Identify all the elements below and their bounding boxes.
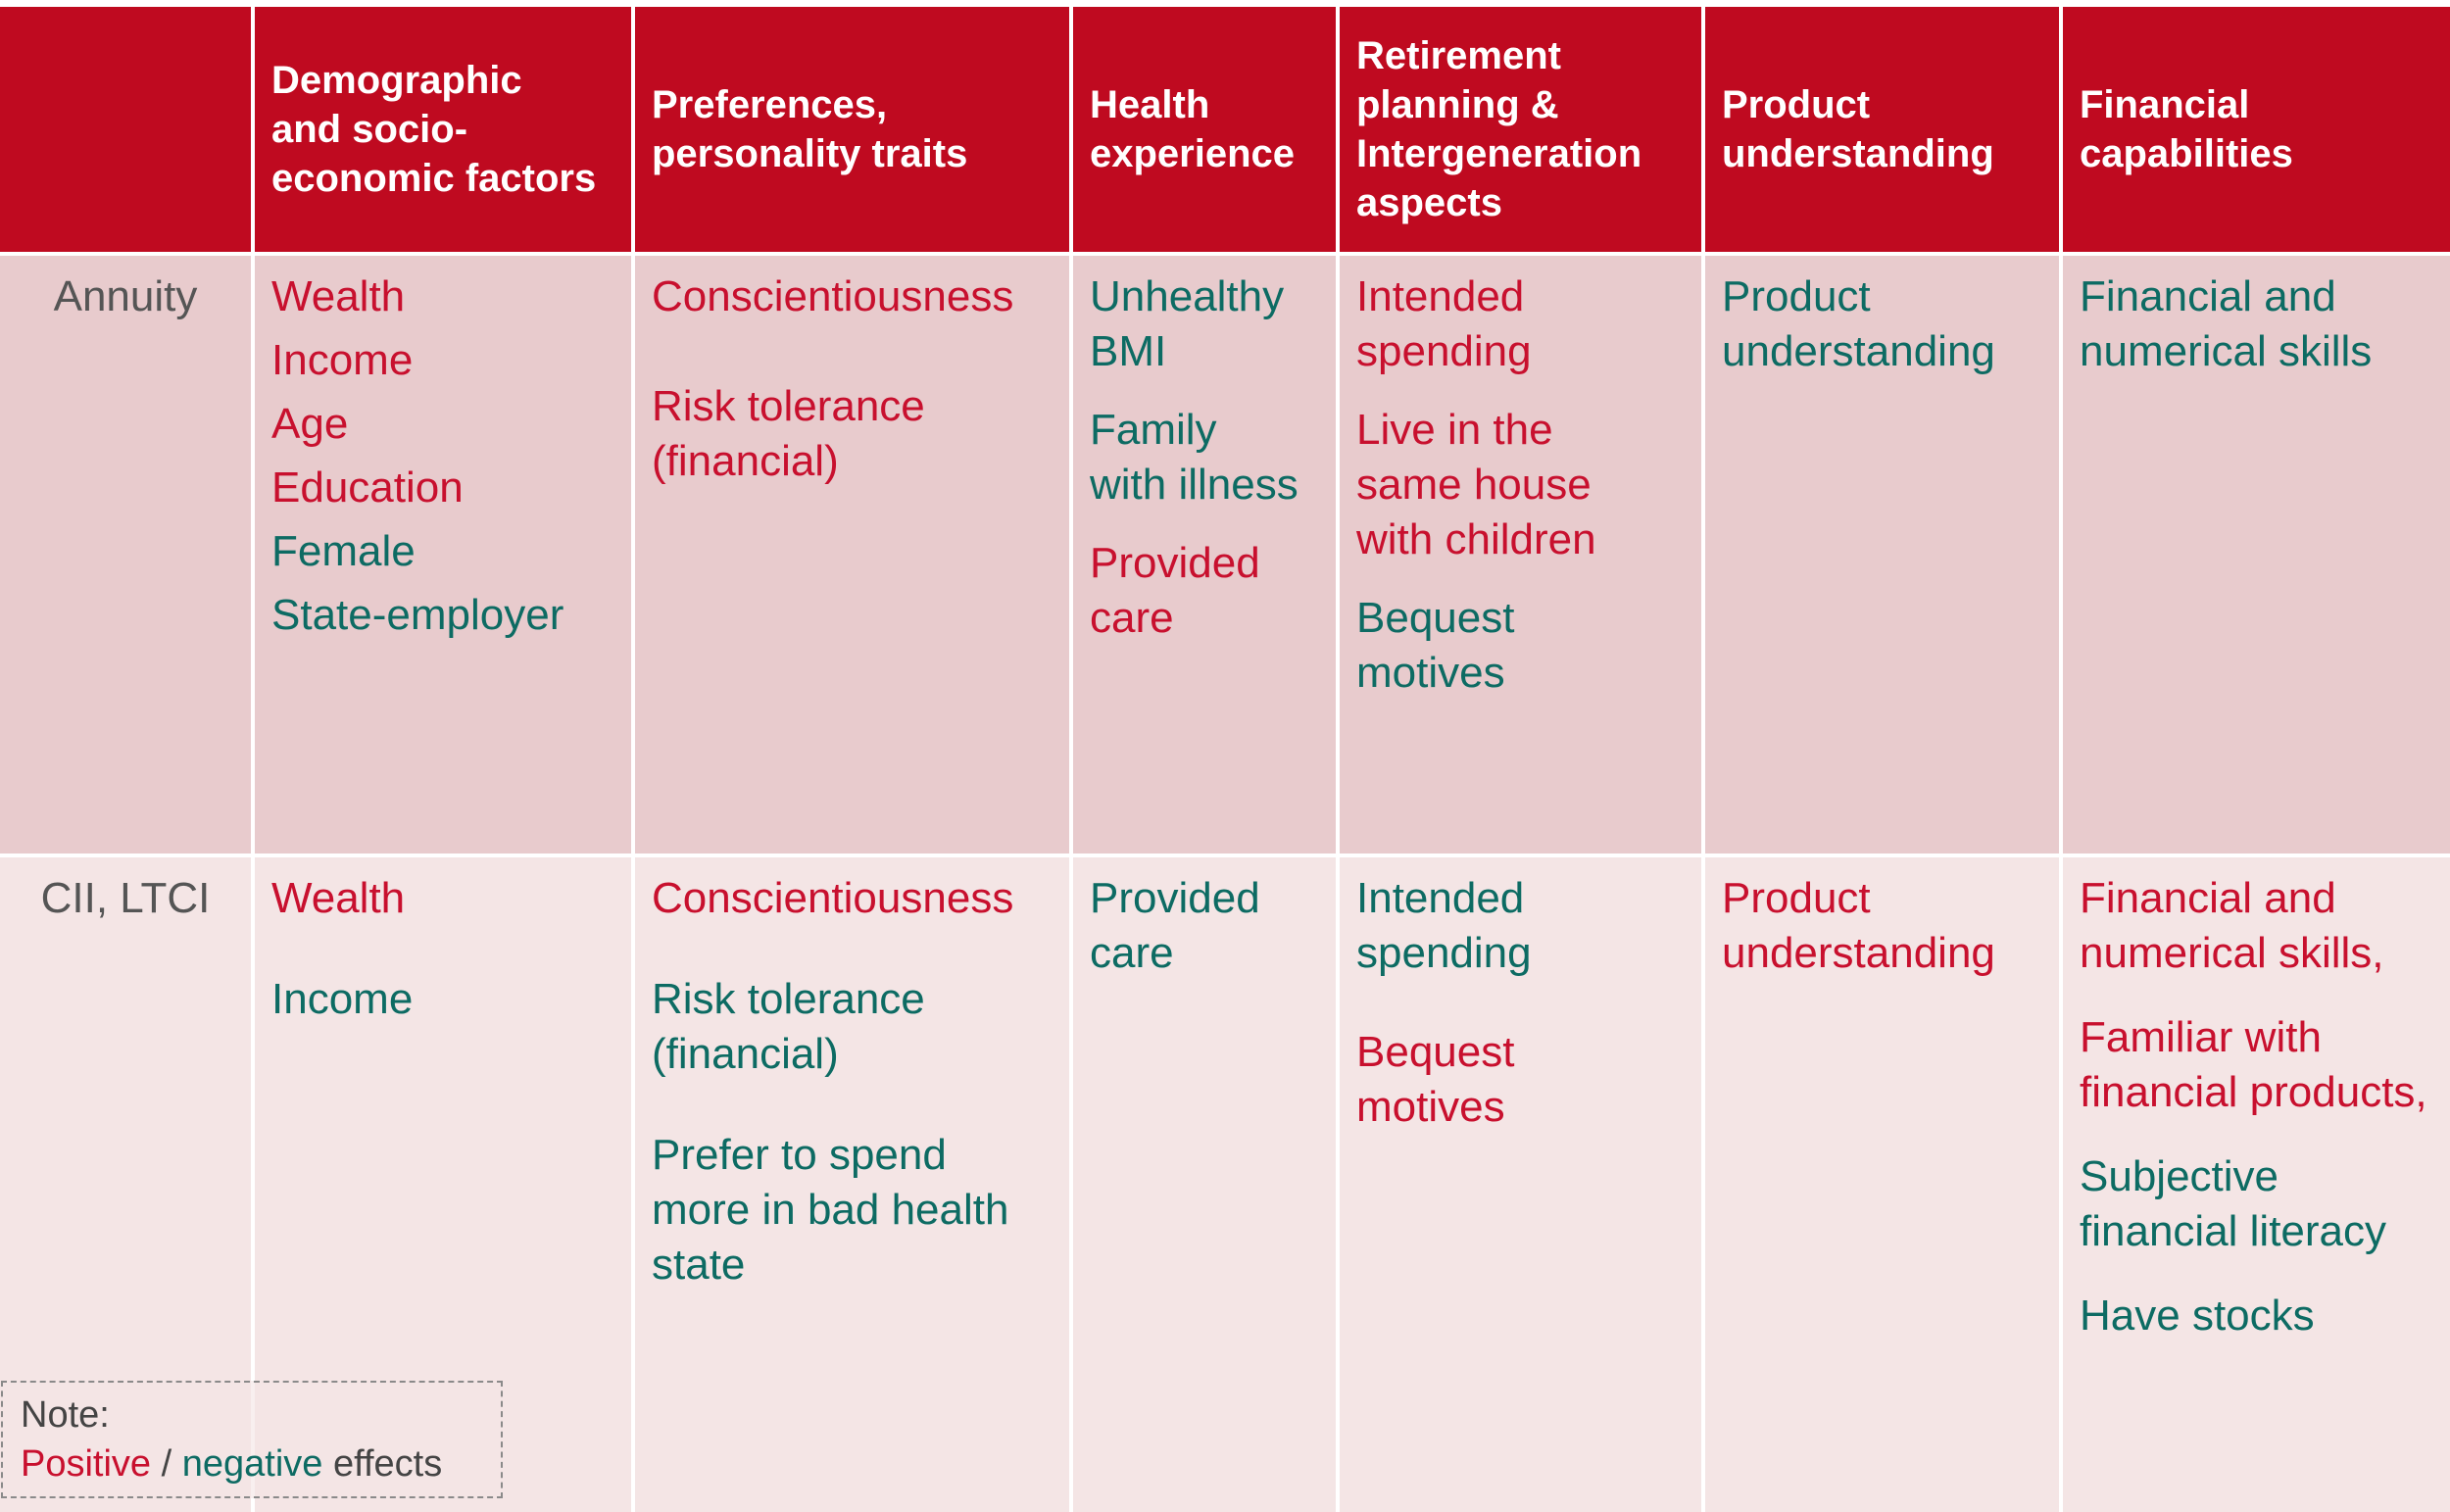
factor-item: Familiar with financial products, (2080, 1013, 2427, 1116)
factor-item: State-employer (271, 591, 564, 639)
factor-item: Have stocks (2080, 1292, 2315, 1340)
factor-item: Provided care (1090, 539, 1260, 642)
factor-item: Education (271, 463, 464, 512)
cell-cii-retirement: Intended spending Bequest motives (1340, 857, 1701, 1512)
note-legend-line: Positive / negative effects (21, 1439, 501, 1488)
factor-item: Bequest motives (1356, 1028, 1515, 1131)
factor-item: Bequest motives (1356, 594, 1515, 697)
factor-item: Risk tolerance (financial) (652, 382, 925, 485)
cell-annuity-product: Product understanding (1705, 256, 2059, 854)
factor-item: Conscientiousness (652, 874, 1014, 922)
header-preferences: Preferences, personality traits (635, 7, 1069, 252)
note-title: Note: (21, 1394, 110, 1436)
factor-item: Intended spending (1356, 272, 1532, 375)
header-health-label: Health experience (1090, 83, 1296, 175)
cell-cii-health: Provided care (1073, 857, 1336, 1512)
note-suffix: effects (322, 1443, 443, 1485)
cell-annuity-health: Unhealthy BMI Family with illness Provid… (1073, 256, 1336, 854)
header-retirement: Retirement planning & Intergeneration as… (1340, 7, 1701, 252)
factor-item: Wealth (271, 272, 406, 320)
header-product-label: Product understanding (1722, 83, 1994, 175)
note-positive-label: Positive (21, 1443, 152, 1485)
factor-item: Risk tolerance (financial) (652, 975, 925, 1078)
factor-item: Product understanding (1722, 272, 1995, 375)
factors-table: Demographic and socio- economic factors … (0, 7, 2450, 1512)
row-label-annuity: Annuity (0, 256, 251, 854)
header-preferences-label: Preferences, personality traits (652, 83, 968, 175)
header-corner (0, 7, 251, 252)
factor-item: Female (271, 527, 416, 575)
factor-item: Age (271, 400, 349, 448)
factor-item: Wealth (271, 874, 406, 922)
factor-item: Live in the same house with children (1356, 406, 1596, 563)
factor-item: Family with illness (1090, 406, 1298, 509)
cell-cii-product: Product understanding (1705, 857, 2059, 1512)
factor-item: Income (271, 336, 414, 384)
cell-cii-financial: Financial and numerical skills, Familiar… (2063, 857, 2450, 1512)
factor-item: Conscientiousness (652, 272, 1014, 320)
header-health: Health experience (1073, 7, 1336, 252)
note-separator: / (151, 1443, 182, 1485)
factor-item: Product understanding (1722, 874, 1995, 977)
cell-annuity-retirement: Intended spending Live in the same house… (1340, 256, 1701, 854)
factor-item: Intended spending (1356, 874, 1532, 977)
cell-cii-preferences: Conscientiousness Risk tolerance (financ… (635, 857, 1069, 1512)
factor-item: Financial and numerical skills (2080, 272, 2373, 375)
note-negative-label: negative (181, 1443, 323, 1485)
cell-annuity-financial: Financial and numerical skills (2063, 256, 2450, 854)
header-financial: Financial capabilities (2063, 7, 2450, 252)
factor-item: Financial and numerical skills, (2080, 874, 2384, 977)
header-retirement-label: Retirement planning & Intergeneration as… (1356, 34, 1642, 224)
cell-annuity-preferences: Conscientiousness Risk tolerance (financ… (635, 256, 1069, 854)
cell-annuity-demographic: Wealth Income Age Education Female State… (255, 256, 631, 854)
header-demographic: Demographic and socio- economic factors (255, 7, 631, 252)
header-demographic-label: Demographic and socio- economic factors (271, 59, 597, 200)
legend-note: Note: Positive / negative effects (1, 1381, 503, 1498)
header-product: Product understanding (1705, 7, 2059, 252)
factor-item: Unhealthy BMI (1090, 272, 1285, 375)
factor-item: Income (271, 975, 414, 1023)
factor-item: Prefer to spend more in bad health state (652, 1131, 1009, 1289)
factor-item: Provided care (1090, 874, 1260, 977)
factor-item: Subjective financial literacy (2080, 1152, 2387, 1255)
header-financial-label: Financial capabilities (2080, 83, 2293, 175)
